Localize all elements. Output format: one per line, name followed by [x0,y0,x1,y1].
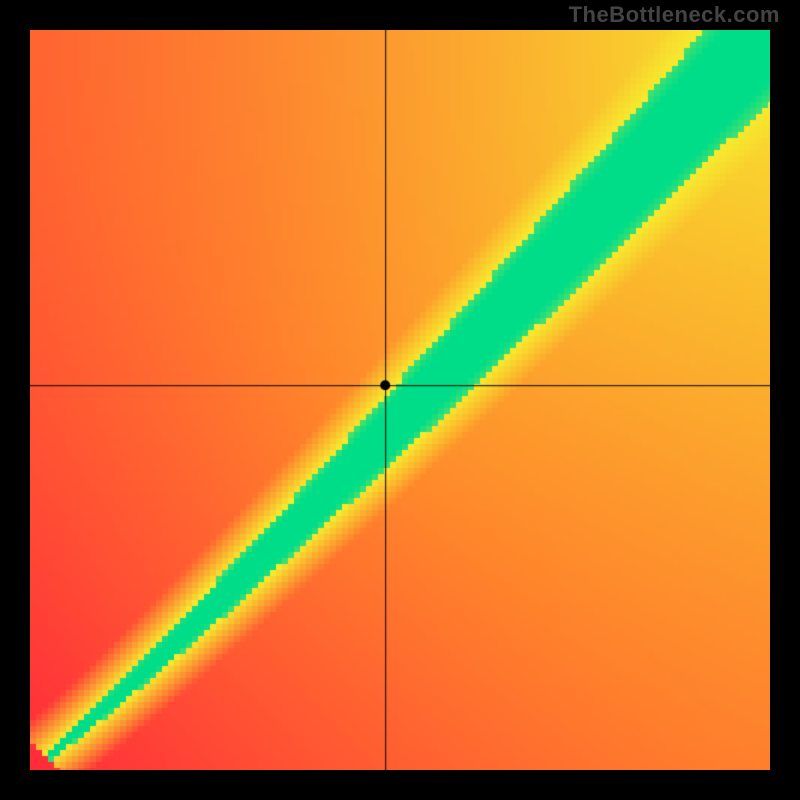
heatmap-canvas [30,30,770,770]
plot-area [30,30,770,770]
watermark-text: TheBottleneck.com [569,2,780,28]
chart-frame: { "watermark": "TheBottleneck.com", "cha… [0,0,800,800]
